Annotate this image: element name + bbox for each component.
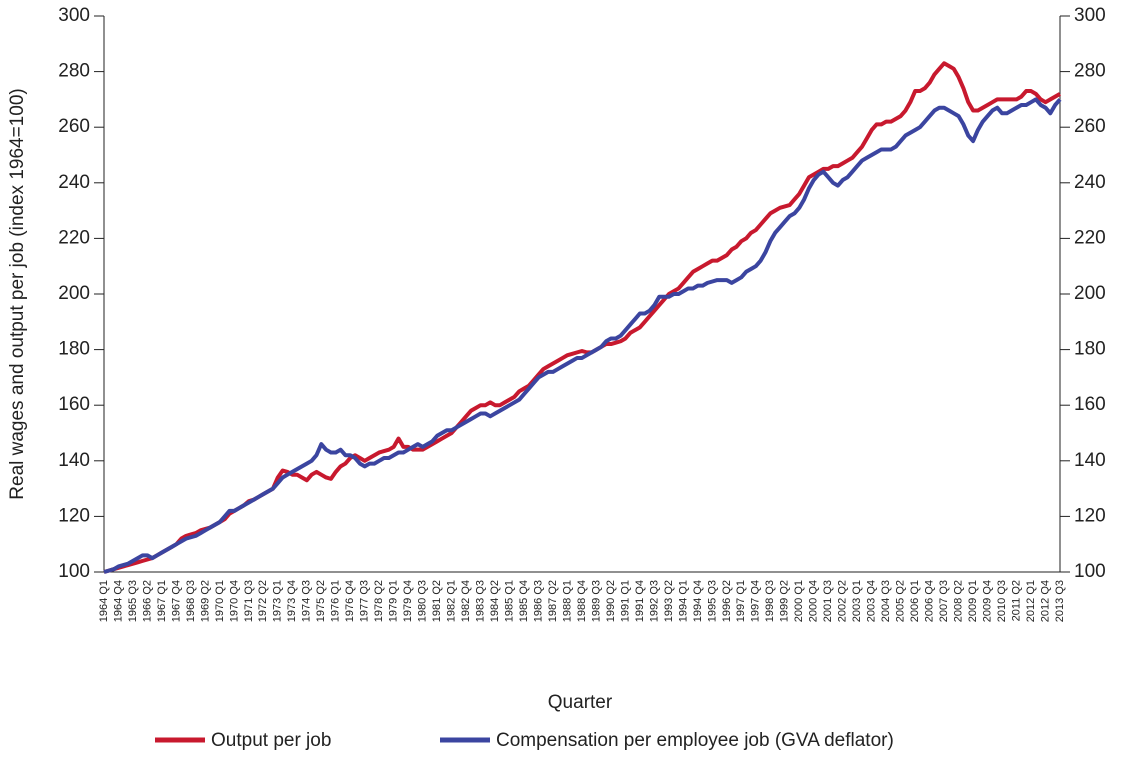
x-tick-label: 1978 Q2 — [373, 580, 385, 622]
x-tick-label: 1969 Q2 — [199, 580, 211, 622]
y2-tick-label: 140 — [1074, 450, 1106, 471]
x-tick-label: 1991 Q4 — [634, 580, 646, 622]
x-tick-label: 1985 Q1 — [503, 580, 515, 622]
x-tick-label: 1984 Q2 — [489, 580, 501, 622]
x-tick-label: 1980 Q3 — [417, 580, 429, 622]
x-tick-label: 1992 Q3 — [648, 580, 660, 622]
x-tick-label: 2013 Q3 — [1054, 580, 1066, 622]
y2-tick-label: 240 — [1074, 172, 1106, 193]
x-tick-label: 1975 Q2 — [315, 580, 327, 622]
x-tick-label: 1991 Q1 — [619, 580, 631, 622]
x-tick-label: 1966 Q2 — [141, 580, 153, 622]
x-tick-label: 1967 Q1 — [156, 580, 168, 622]
x-tick-label: 1967 Q4 — [170, 580, 182, 622]
x-tick-label: 1988 Q4 — [576, 580, 588, 622]
x-tick-label: 1997 Q1 — [735, 580, 747, 622]
x-tick-label: 1982 Q1 — [446, 580, 458, 622]
x-tick-label: 1994 Q4 — [692, 580, 704, 622]
x-tick-label: 1990 Q2 — [605, 580, 617, 622]
x-tick-label: 2001 Q3 — [822, 580, 834, 622]
x-tick-label: 1983 Q3 — [475, 580, 487, 622]
legend-label: Compensation per employee job (GVA defla… — [496, 730, 894, 751]
x-tick-label: 1973 Q1 — [272, 580, 284, 622]
x-tick-label: 2000 Q1 — [793, 580, 805, 622]
x-axis-title: Quarter — [548, 692, 613, 713]
x-tick-label: 2011 Q2 — [1010, 580, 1022, 621]
x-tick-label: 2000 Q4 — [808, 580, 820, 622]
x-tick-label: 1996 Q2 — [721, 580, 733, 622]
x-tick-label: 1988 Q1 — [561, 580, 573, 622]
y2-tick-label: 160 — [1074, 394, 1106, 415]
x-tick-label: 1964 Q1 — [98, 580, 110, 622]
y-tick-label: 100 — [58, 561, 90, 582]
x-tick-label: 1997 Q4 — [750, 580, 762, 622]
x-tick-label: 2005 Q2 — [895, 580, 907, 622]
y-tick-label: 220 — [58, 227, 90, 248]
y-tick-label: 140 — [58, 450, 90, 471]
y2-tick-label: 200 — [1074, 283, 1106, 304]
x-tick-label: 1982 Q4 — [460, 580, 472, 622]
x-tick-label: 1965 Q3 — [127, 580, 139, 622]
x-tick-label: 1989 Q3 — [590, 580, 602, 622]
x-tick-label: 1971 Q3 — [243, 580, 255, 622]
y-tick-label: 160 — [58, 394, 90, 415]
y2-tick-label: 120 — [1074, 505, 1106, 526]
x-tick-label: 1994 Q1 — [677, 580, 689, 622]
y-tick-label: 120 — [58, 505, 90, 526]
x-tick-label: 2007 Q3 — [938, 580, 950, 622]
y2-tick-label: 100 — [1074, 561, 1106, 582]
x-tick-label: 2012 Q4 — [1039, 580, 1051, 622]
x-tick-label: 1995 Q3 — [706, 580, 718, 622]
x-tick-label: 2009 Q1 — [967, 580, 979, 622]
x-tick-label: 2003 Q4 — [866, 580, 878, 622]
x-tick-label: 2006 Q1 — [909, 580, 921, 622]
y2-tick-label: 300 — [1074, 5, 1106, 26]
x-tick-label: 2003 Q1 — [851, 580, 863, 622]
x-tick-label: 1970 Q4 — [228, 580, 240, 622]
x-tick-label: 1976 Q1 — [330, 580, 342, 622]
x-tick-label: 2009 Q4 — [981, 580, 993, 622]
x-tick-label: 2008 Q2 — [953, 580, 965, 622]
x-tick-label: 2004 Q3 — [880, 580, 892, 622]
x-tick-label: 1974 Q3 — [301, 580, 313, 622]
x-tick-label: 1970 Q1 — [214, 580, 226, 622]
x-tick-label: 1972 Q2 — [257, 580, 269, 622]
series-line — [103, 97, 1062, 574]
y2-tick-label: 220 — [1074, 227, 1106, 248]
y-tick-label: 300 — [58, 5, 90, 26]
x-tick-label: 2010 Q3 — [996, 580, 1008, 622]
legend-label: Output per job — [211, 730, 331, 751]
x-tick-label: 1998 Q3 — [764, 580, 776, 622]
y2-tick-label: 280 — [1074, 61, 1106, 82]
x-tick-label: 1985 Q4 — [518, 580, 530, 622]
x-tick-label: 1973 Q4 — [286, 580, 298, 622]
x-tick-label: 1999 Q2 — [779, 580, 791, 622]
y-axis-title: Real wages and output per job (index 196… — [7, 88, 28, 499]
y-tick-label: 180 — [58, 339, 90, 360]
y2-tick-label: 180 — [1074, 339, 1106, 360]
x-tick-label: 2002 Q2 — [837, 580, 849, 622]
x-tick-label: 1964 Q4 — [112, 580, 124, 622]
y-tick-label: 260 — [58, 116, 90, 137]
x-tick-label: 1986 Q3 — [532, 580, 544, 622]
x-tick-label: 1979 Q4 — [402, 580, 414, 622]
x-tick-label: 1981 Q2 — [431, 580, 443, 622]
x-tick-label: 1979 Q1 — [388, 580, 400, 622]
y2-tick-label: 260 — [1074, 116, 1106, 137]
x-tick-label: 2006 Q4 — [924, 580, 936, 622]
x-tick-label: 1976 Q4 — [344, 580, 356, 622]
series-line — [103, 61, 1061, 574]
x-tick-label: 1987 Q2 — [547, 580, 559, 622]
x-tick-label: 1993 Q2 — [663, 580, 675, 622]
x-tick-label: 1968 Q3 — [185, 580, 197, 622]
y-tick-label: 280 — [58, 61, 90, 82]
x-tick-label: 1977 Q3 — [359, 580, 371, 622]
x-tick-label: 2012 Q1 — [1025, 580, 1037, 622]
y-tick-label: 240 — [58, 172, 90, 193]
y-tick-label: 200 — [58, 283, 90, 304]
